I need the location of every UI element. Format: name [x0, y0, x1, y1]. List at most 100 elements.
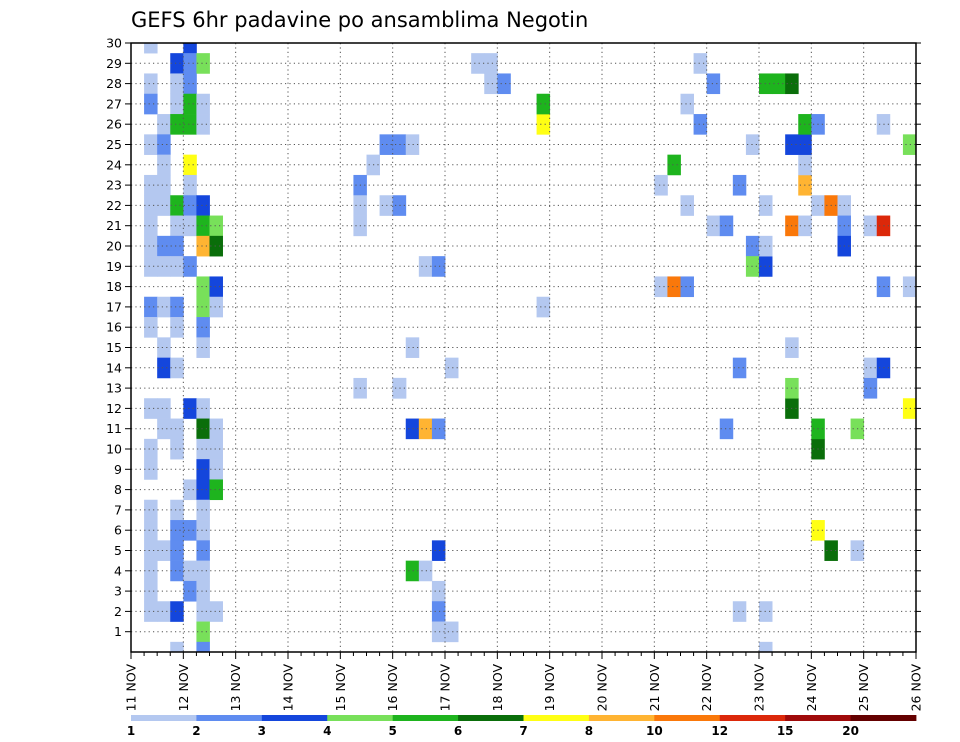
y-tick-label: 1 — [114, 624, 122, 639]
heatmap-cell — [196, 621, 210, 643]
heatmap-cell — [536, 93, 551, 115]
colorbar-label: 8 — [585, 724, 593, 738]
heatmap-cell — [144, 459, 158, 480]
x-tick-label: 20 NOV — [595, 664, 610, 712]
heatmap-cell — [144, 174, 158, 196]
y-tick-label: 3 — [114, 584, 122, 599]
y-tick-label: 26 — [106, 117, 122, 132]
heatmap-cell — [196, 235, 210, 257]
y-tick-label: 17 — [106, 299, 122, 314]
heatmap-cell — [680, 93, 694, 115]
heatmap-cell — [170, 418, 184, 440]
colorbar-swatch — [261, 715, 328, 721]
heatmap-cell — [157, 337, 171, 358]
colorbar-label: 15 — [777, 724, 794, 738]
heatmap-cell — [157, 601, 171, 622]
heatmap-cell — [418, 418, 433, 440]
heatmap-cell — [536, 296, 551, 318]
heatmap-cell — [183, 580, 197, 602]
colorbar-swatch — [392, 715, 459, 721]
chart-title: GEFS 6hr padavine po ansamblima Negotin — [131, 8, 588, 32]
x-tick-label: 13 NOV — [228, 664, 243, 712]
y-tick-label: 19 — [106, 259, 122, 274]
x-tick-label: 21 NOV — [647, 664, 662, 712]
heatmap-cell — [667, 276, 681, 298]
heatmap-cell — [144, 93, 158, 115]
heatmap-cell — [144, 438, 158, 460]
heatmap-cell — [431, 601, 446, 622]
heatmap-cell — [196, 499, 210, 521]
heatmap-cell — [745, 134, 760, 155]
heatmap-cell — [196, 114, 210, 135]
x-tick-label: 23 NOV — [752, 664, 767, 712]
y-tick-label: 21 — [106, 218, 122, 233]
heatmap-cell — [157, 418, 171, 440]
heatmap-cell — [144, 398, 158, 419]
heatmap-cell — [902, 398, 917, 419]
heatmap-cell — [693, 53, 708, 74]
heatmap-cell — [170, 296, 184, 318]
heatmap-cell — [405, 134, 420, 155]
heatmap-cell — [157, 540, 171, 561]
y-tick-label: 18 — [106, 279, 122, 294]
x-axis: 11 NOV 12 NOV 13 NOV 14 NOV 15 NOV 16 NOV 17 N… — [124, 652, 924, 711]
heatmap-cell — [196, 641, 210, 653]
heatmap-cell — [209, 601, 223, 622]
heatmap-cell — [183, 73, 197, 95]
heatmap-cell — [157, 398, 171, 419]
heatmap-cell — [405, 560, 420, 582]
heatmap-cell — [719, 418, 734, 440]
x-tick-label: 22 NOV — [699, 664, 714, 712]
colorbar-swatch — [196, 715, 263, 721]
heatmap-cell — [196, 93, 210, 115]
heatmap-cell — [431, 621, 446, 643]
colorbar-swatch — [523, 715, 590, 721]
y-tick-label: 24 — [106, 157, 122, 172]
heatmap-cell — [196, 337, 210, 358]
heatmap-cell — [183, 174, 197, 196]
heatmap-cell — [196, 459, 210, 480]
heatmap-cell — [431, 540, 446, 561]
colorbar-swatch — [327, 715, 394, 721]
x-tick-label: 25 NOV — [856, 664, 871, 712]
heatmap-cell — [183, 195, 197, 216]
heatmap-cell — [157, 296, 171, 318]
heatmap-cell — [157, 114, 171, 135]
heatmap-cell — [170, 560, 184, 582]
heatmap-cell — [536, 114, 551, 135]
heatmap-cell — [209, 235, 223, 257]
x-tick-label: 12 NOV — [176, 664, 191, 712]
heatmap-cell — [196, 418, 210, 440]
heatmap-cell — [170, 357, 184, 379]
heatmap-cell — [209, 479, 223, 501]
heatmap-cell — [405, 418, 420, 440]
colorbar-label: 4 — [323, 724, 331, 738]
grid-lines — [131, 42, 916, 652]
heatmap-cell — [706, 215, 721, 237]
colorbar-label: 3 — [258, 724, 266, 738]
colorbar-swatch — [654, 715, 721, 721]
heatmap-cell — [144, 43, 158, 54]
heatmap-cell — [183, 43, 197, 54]
heatmap-cell — [170, 215, 184, 237]
heatmap-cell — [196, 53, 210, 74]
x-tick-label: 19 NOV — [542, 664, 557, 712]
heatmap-cell — [144, 601, 158, 622]
heatmap-cell — [706, 73, 721, 95]
heatmap-cell — [144, 73, 158, 95]
heatmap-cell — [196, 195, 210, 216]
heatmap-cell — [654, 276, 668, 298]
heatmap-cell — [157, 256, 171, 277]
heatmap-cell — [183, 215, 197, 237]
heatmap-cell — [745, 256, 760, 277]
x-tick-label: 15 NOV — [333, 664, 348, 712]
heatmap-cell — [144, 520, 158, 541]
colorbar-label: 12 — [711, 724, 728, 738]
heatmap-cell — [170, 641, 184, 653]
heatmap-cell — [170, 256, 184, 277]
y-tick-label: 5 — [114, 543, 122, 558]
y-tick-label: 25 — [106, 137, 122, 152]
colorbar-swatch — [785, 715, 851, 721]
heatmap-cell — [170, 317, 184, 338]
